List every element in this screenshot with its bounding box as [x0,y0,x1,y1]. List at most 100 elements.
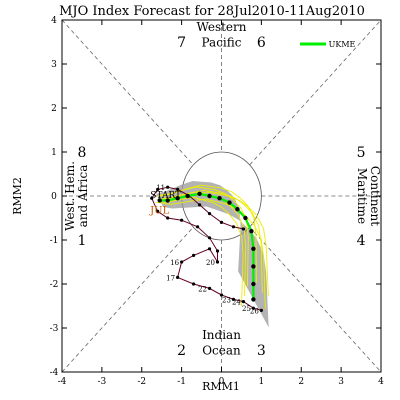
observed-day-label: 22 [198,285,207,293]
phase-divider [61,226,194,373]
phase-number-3: 3 [257,343,266,359]
x-tick-label: -2 [137,377,146,387]
phase-number-1: 1 [77,233,86,249]
observed-day-label: 24 [232,299,241,307]
observed-point [176,187,180,191]
observed-point [219,293,224,297]
observed-point [156,187,160,191]
phase-number-7: 7 [177,35,186,51]
region-label-left: West. Hem. [63,161,77,231]
observed-point [166,185,170,189]
start-label: START [150,191,181,201]
observed-point [176,275,180,279]
observed-day-label: 17 [166,274,175,282]
forecast-point [251,246,256,251]
x-tick-label: -4 [58,377,67,387]
phase-number-8: 8 [77,145,86,161]
phase-number-2: 2 [177,343,186,359]
phase-divider [249,226,382,373]
forecast-point [185,193,190,199]
observed-track-line [151,186,262,311]
y-tick-label: 0 [51,192,57,202]
x-tick-label: 2 [298,377,304,387]
forecast-point [157,198,162,203]
forecast-point [207,193,212,199]
observed-point [191,282,196,286]
y-tick-label: -3 [50,324,59,334]
y-axis-label: RMM2 [11,177,24,215]
forecast-point [175,196,180,201]
forecast-point [227,200,232,205]
observed-point [166,216,170,220]
y-tick-label: 4 [51,16,57,26]
x-tick-label: 4 [378,377,384,387]
x-tick-label: -1 [177,377,186,387]
phase-number-6: 6 [257,35,266,51]
forecast-point [197,191,202,196]
observed-point [197,203,202,207]
y-tick-label: 2 [51,104,57,114]
y-tick-label: -2 [50,280,59,290]
x-tick-label: 3 [338,377,344,387]
forecast-point [243,215,248,221]
observed-point [207,247,212,251]
chart-title: MJO Index Forecast for 28Jul2010-11Aug20… [59,4,365,19]
month-label: JUL [149,206,169,217]
observed-day-label: 16 [170,259,179,267]
phase-number-4: 4 [357,233,366,249]
x-tick-label: -3 [97,377,106,387]
phase-divider [61,19,194,166]
ensemble-member-line [160,184,257,283]
observed-point [215,260,220,264]
observed-day-label: 23 [222,296,231,304]
legend-label: UKME [329,40,356,49]
forecast-point [165,198,170,203]
observed-point [219,220,224,224]
region-label-top: Pacific [202,35,242,49]
observed-day-label: 20 [206,259,215,267]
observed-point [180,260,184,264]
observed-point [251,306,255,310]
forecast-point [235,207,240,212]
y-tick-label: -1 [50,236,59,246]
phase-number-5: 5 [357,145,366,161]
forecast-point [251,281,256,287]
region-label-bottom: Indian [202,328,241,342]
x-axis-label: RMM1 [202,380,240,393]
ensemble-spread [156,181,269,328]
y-tick-label: 1 [51,148,57,158]
observed-point [150,196,154,200]
observed-point [215,249,220,253]
observed-point [156,209,160,213]
region-label-right: Continent [368,166,382,226]
forecast-point [251,264,256,269]
region-label-right: Maritime [355,168,369,224]
observed-point [207,212,212,216]
forecast-point [251,297,256,302]
observed-point [191,253,196,257]
observed-point [207,236,212,240]
y-tick-label: -4 [50,368,59,378]
x-tick-label: 1 [259,377,265,387]
ensemble-member-line [155,196,244,307]
forecast-point [217,196,222,201]
observed-day-label: 26 [250,307,259,315]
region-label-bottom: Ocean [202,343,241,357]
x-tick-label: 0 [219,377,225,387]
observed-day-label: 25 [242,305,251,313]
observed-point [180,218,184,222]
region-label-top: Western [196,20,246,34]
observed-point [231,225,236,229]
forecast-point [249,229,254,234]
observed-point [241,227,246,231]
y-tick-label: 3 [51,60,57,70]
observed-point [231,297,236,301]
observed-day-label: 11 [156,184,165,192]
phase-divider [249,19,382,166]
observed-point [259,308,263,312]
observed-point [207,286,212,290]
observed-point [241,300,246,304]
